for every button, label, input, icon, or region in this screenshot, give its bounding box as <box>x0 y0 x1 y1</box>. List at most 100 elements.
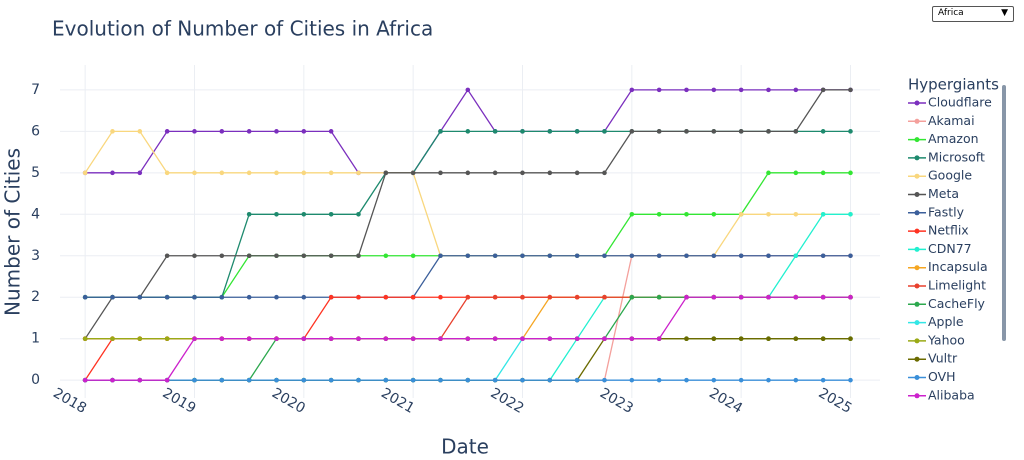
data-point <box>848 211 853 217</box>
data-point <box>656 253 662 259</box>
data-point <box>766 336 771 341</box>
series <box>82 294 853 341</box>
data-point <box>82 294 88 300</box>
data-point <box>328 170 334 176</box>
region-dropdown[interactable]: Africa ▼ <box>932 6 1014 22</box>
data-point <box>629 211 635 217</box>
data-point <box>848 87 853 93</box>
data-point <box>574 336 580 341</box>
data-point <box>219 377 225 383</box>
legend-label: Cloudflare <box>928 95 992 110</box>
data-point <box>766 294 771 300</box>
data-point <box>602 336 607 341</box>
data-point <box>328 294 334 300</box>
series-line <box>85 296 851 340</box>
data-point <box>137 377 143 383</box>
data-point <box>738 336 744 341</box>
data-point <box>766 253 771 259</box>
chart-title: Evolution of Number of Cities in Africa <box>52 17 433 41</box>
data-point <box>766 377 771 383</box>
data-point <box>738 377 744 383</box>
data-point <box>110 294 115 300</box>
legend-label: Amazon <box>928 131 979 146</box>
data-point <box>793 377 799 383</box>
data-point <box>711 336 717 341</box>
data-point <box>246 129 252 134</box>
data-point <box>820 87 826 93</box>
data-point <box>301 211 307 217</box>
legend-marker <box>914 301 920 307</box>
data-point <box>602 253 607 259</box>
y-tick-label: 2 <box>31 289 40 305</box>
data-point <box>684 129 689 134</box>
data-point <box>328 129 334 134</box>
data-point <box>574 253 580 259</box>
data-point <box>793 170 799 176</box>
data-point <box>793 87 799 93</box>
data-point <box>492 294 498 300</box>
data-point <box>793 129 799 134</box>
data-point <box>629 253 635 259</box>
data-point <box>383 170 389 176</box>
data-point <box>738 129 744 134</box>
data-point <box>438 129 443 134</box>
data-point <box>274 211 279 217</box>
legend-marker <box>914 100 920 106</box>
data-point <box>82 336 88 341</box>
data-point <box>438 294 443 300</box>
x-axis-label: Date <box>441 435 489 459</box>
data-point <box>301 377 307 383</box>
data-point <box>383 377 389 383</box>
data-point <box>246 253 252 259</box>
data-point <box>738 294 744 300</box>
data-point <box>848 294 853 300</box>
data-point <box>492 336 498 341</box>
data-point <box>219 170 225 176</box>
y-tick-label: 7 <box>31 82 40 98</box>
legend-label: Apple <box>928 314 964 329</box>
legend-marker <box>914 338 920 344</box>
legend-label: Microsoft <box>928 149 985 164</box>
legend-marker <box>914 356 920 362</box>
data-point <box>793 336 799 341</box>
legend-label: Vultr <box>928 351 958 366</box>
y-tick-label: 6 <box>31 123 40 139</box>
data-point <box>820 211 826 217</box>
legend-marker <box>914 246 920 252</box>
data-point <box>274 377 279 383</box>
data-point <box>274 294 279 300</box>
data-point <box>820 253 826 259</box>
series-line <box>85 172 851 298</box>
data-point <box>711 211 717 217</box>
data-point <box>820 170 826 176</box>
legend-marker <box>914 393 920 399</box>
data-point <box>684 211 689 217</box>
data-point <box>520 170 525 176</box>
legend-marker <box>914 137 920 143</box>
series-line <box>85 255 851 381</box>
data-point <box>192 294 197 300</box>
data-point <box>820 294 826 300</box>
dropdown-value: Africa <box>938 8 964 18</box>
data-point <box>192 336 197 341</box>
data-point <box>711 253 717 259</box>
data-point <box>656 211 662 217</box>
data-point <box>520 336 525 341</box>
y-tick-label: 0 <box>31 372 40 388</box>
series <box>82 170 853 300</box>
data-point <box>328 253 334 259</box>
data-point <box>192 253 197 259</box>
data-point <box>438 170 443 176</box>
data-point <box>219 294 225 300</box>
data-point <box>574 294 580 300</box>
data-point <box>410 253 416 259</box>
data-point <box>110 170 115 176</box>
data-point <box>192 377 197 383</box>
data-point <box>629 336 635 341</box>
data-point <box>383 253 389 259</box>
legend-scrollbar[interactable] <box>1002 85 1006 341</box>
data-point <box>684 377 689 383</box>
legend-label: OVH <box>928 369 956 384</box>
data-point <box>246 294 252 300</box>
